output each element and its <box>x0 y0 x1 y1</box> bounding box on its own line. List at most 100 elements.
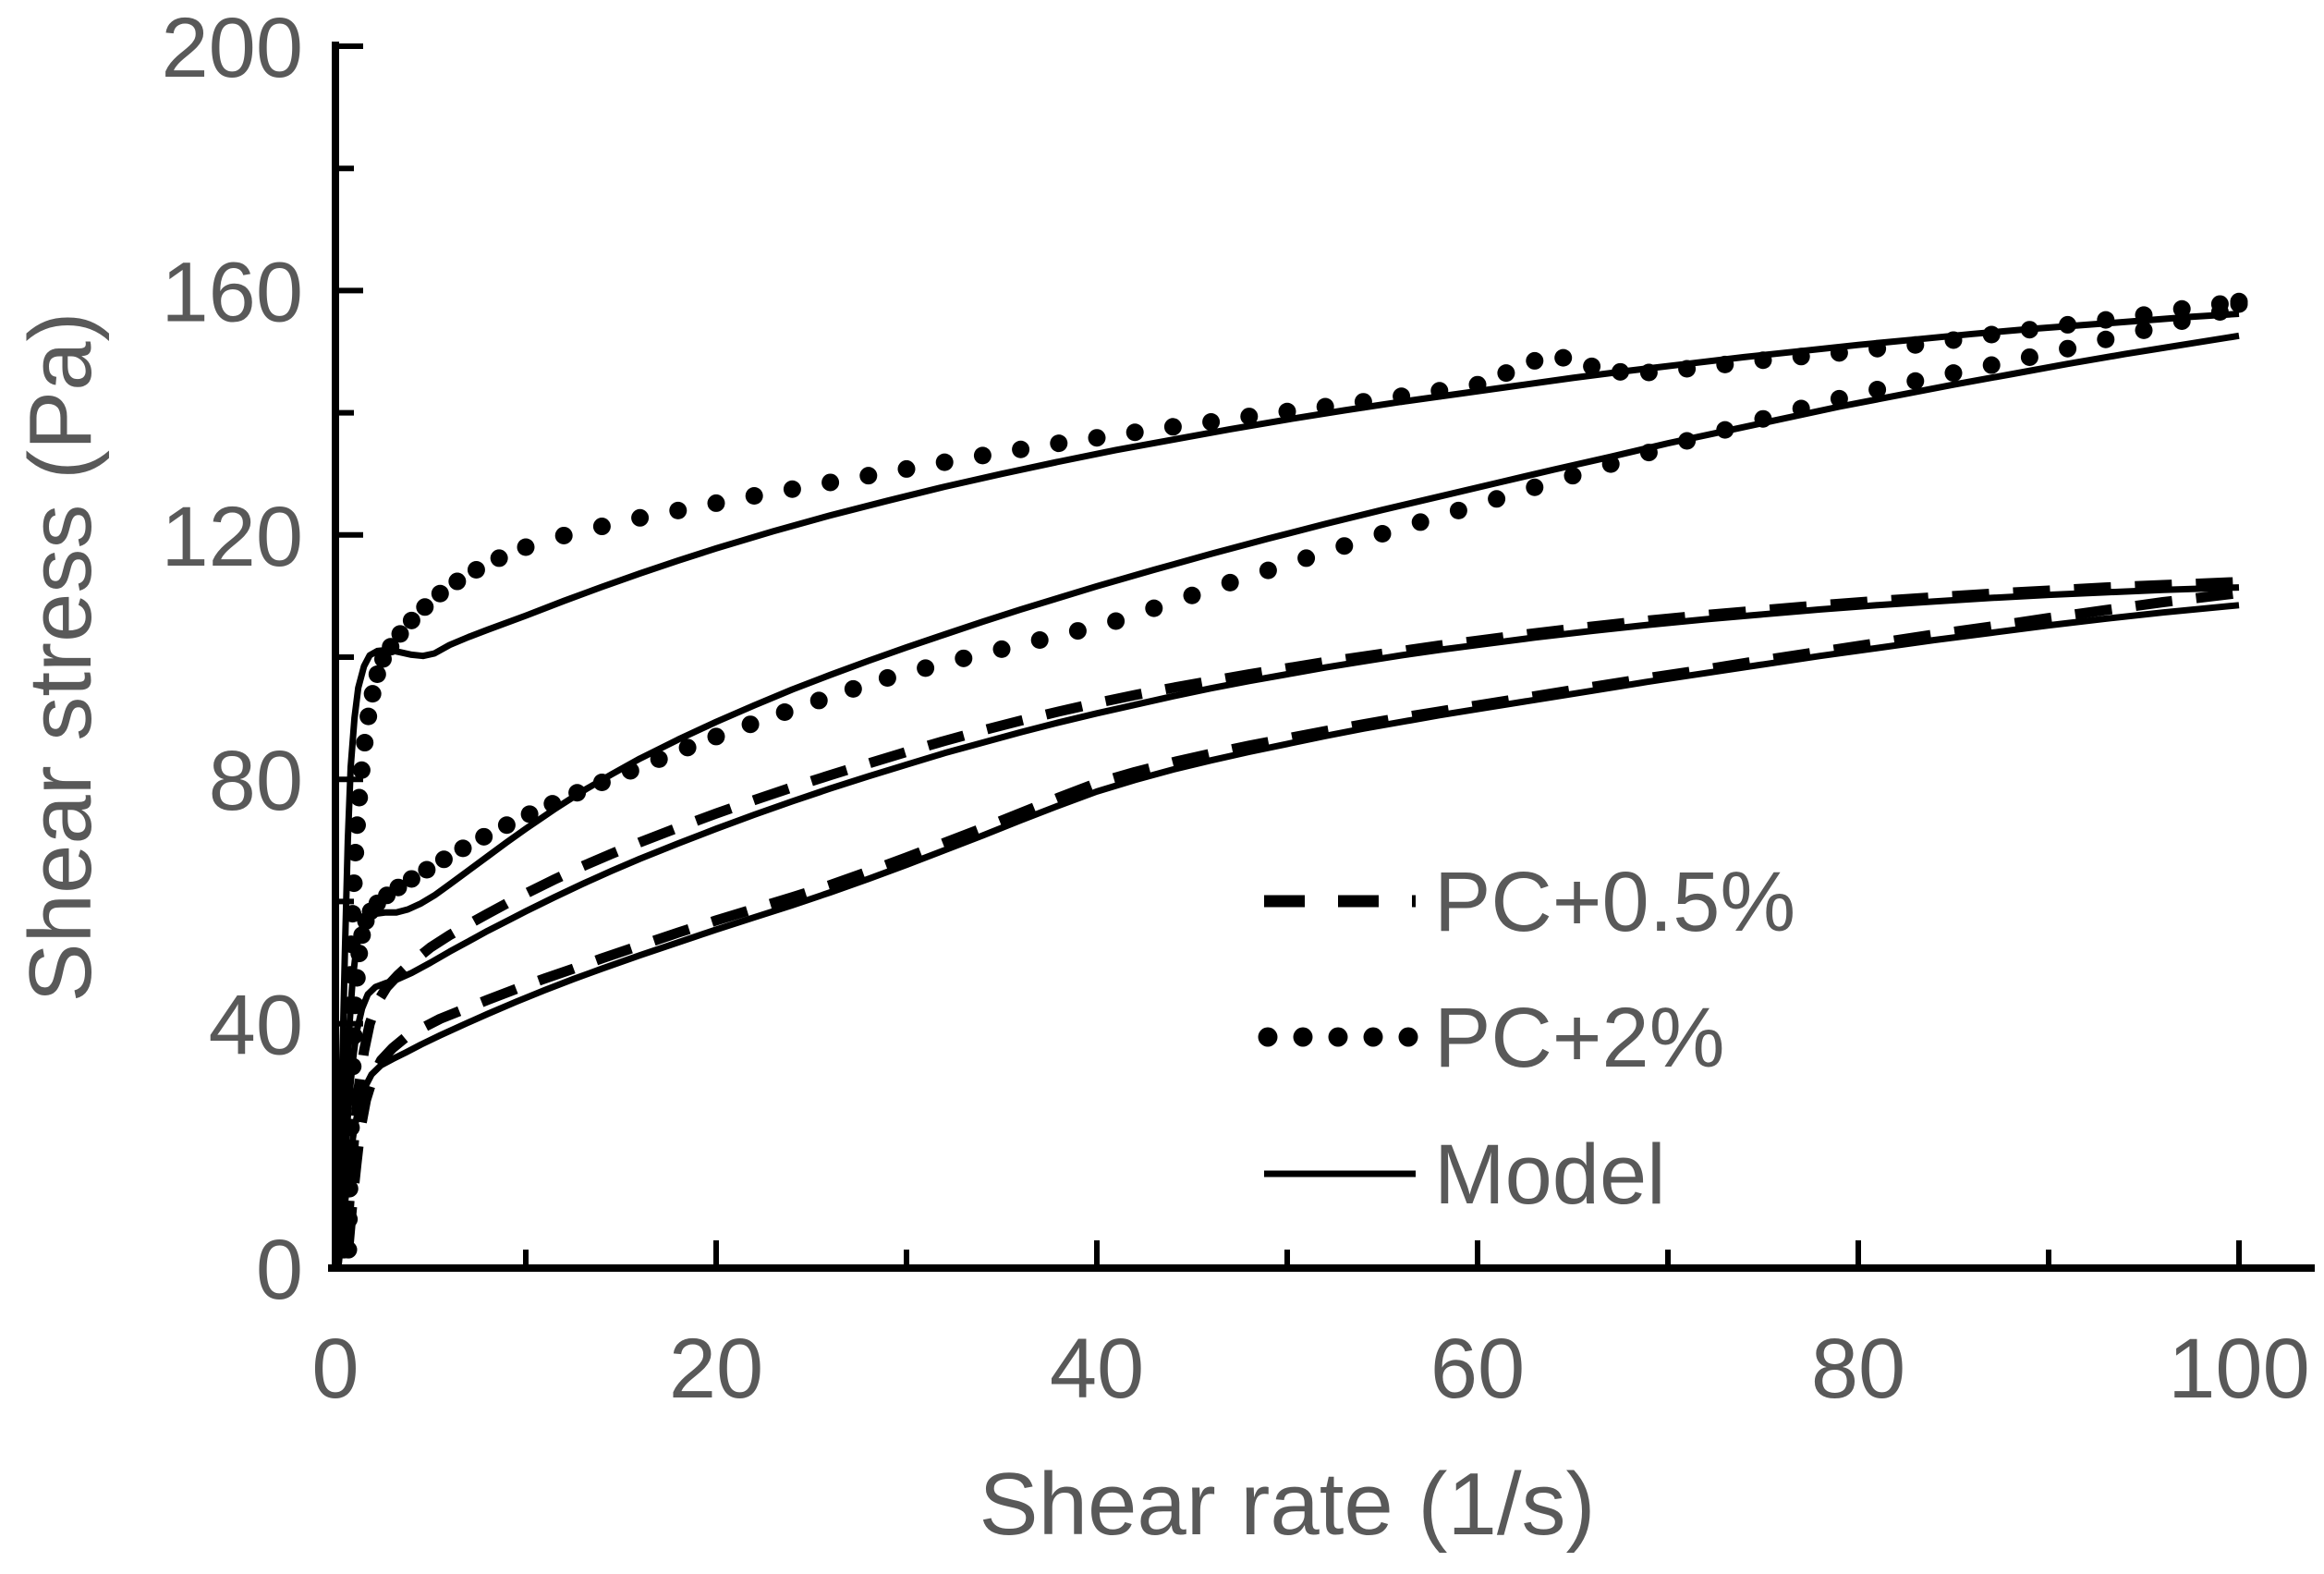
data-point <box>1088 429 1106 447</box>
data-point <box>955 649 973 667</box>
data-point <box>497 816 516 835</box>
data-point <box>1944 331 1963 349</box>
data-point <box>416 598 434 616</box>
data-point <box>448 572 467 591</box>
legend-label: Model <box>1434 1128 1666 1222</box>
data-point <box>347 844 365 862</box>
data-point <box>1564 467 1582 485</box>
data-point <box>2059 315 2077 334</box>
data-point <box>1982 325 2001 344</box>
data-point <box>2135 306 2153 324</box>
data-point <box>368 665 386 684</box>
data-point <box>543 795 562 813</box>
data-point <box>1716 421 1734 439</box>
data-point <box>1183 586 1201 604</box>
legend-label: PC+2% <box>1434 991 1725 1085</box>
data-point <box>1526 351 1544 370</box>
legend-dotted-sample <box>1328 1027 1348 1047</box>
data-point <box>402 870 420 888</box>
series-path <box>333 311 2240 1269</box>
data-point <box>517 538 535 556</box>
data-point <box>1240 408 1259 426</box>
data-point <box>568 784 587 802</box>
data-point <box>1944 364 1963 383</box>
data-point <box>382 638 400 656</box>
legend-dotted-sample <box>1398 1027 1418 1047</box>
data-point <box>1316 397 1334 416</box>
data-point <box>475 827 493 846</box>
tick-labels: 0 20 40 60 80 100 0 40 80 120 160 200 <box>162 1 2310 1416</box>
x-tick-label: 20 <box>669 1322 763 1416</box>
data-point <box>1792 348 1810 366</box>
data-point <box>1830 344 1848 362</box>
data-point <box>1868 380 1887 398</box>
y-tick-label: 120 <box>162 490 304 584</box>
x-axis-title: Shear rate (1/s) <box>979 1455 1596 1554</box>
series-path <box>343 588 2240 1245</box>
data-point <box>345 874 363 893</box>
data-point <box>650 750 668 768</box>
data-point <box>2097 330 2115 348</box>
data-point <box>346 996 364 1015</box>
y-tick-label: 200 <box>162 1 304 95</box>
data-point <box>434 850 453 869</box>
data-point <box>1393 387 1411 406</box>
data-point <box>707 727 725 746</box>
data-point <box>669 501 687 519</box>
axes <box>328 42 2315 1272</box>
data-point <box>1012 440 1030 458</box>
y-axis-title: Shear stress (Pa) <box>11 312 110 1003</box>
data-point <box>917 659 935 677</box>
x-tick-label: 40 <box>1050 1322 1144 1416</box>
data-point <box>431 584 449 603</box>
data-point <box>1202 413 1221 432</box>
data-point <box>1221 573 1239 592</box>
series-model-pc2-ramp1 <box>333 311 2240 1269</box>
legend-dotted-sample <box>1363 1027 1383 1047</box>
data-point <box>342 1118 360 1137</box>
data-point <box>631 508 650 527</box>
data-point <box>783 480 801 498</box>
data-point <box>1297 549 1316 567</box>
data-point <box>1754 409 1772 428</box>
data-point <box>1754 351 1772 370</box>
data-point <box>992 640 1011 658</box>
series-model-pc05-ramp2 <box>335 602 2240 1269</box>
data-point <box>592 774 611 792</box>
data-point <box>1716 355 1734 373</box>
data-point <box>2020 348 2038 366</box>
data-point <box>1050 434 1068 453</box>
data-point <box>1982 356 2001 374</box>
legend-dotted-sample <box>1258 1027 1278 1047</box>
data-point <box>897 459 916 478</box>
data-point <box>1449 501 1467 519</box>
data-point <box>1906 336 1925 354</box>
data-point <box>2230 295 2248 313</box>
data-point <box>1259 561 1277 580</box>
data-point <box>1497 364 1515 383</box>
data-point <box>1163 418 1182 436</box>
data-point <box>707 494 725 512</box>
data-point <box>359 707 378 726</box>
y-tick-label: 0 <box>256 1223 303 1317</box>
series-model-pc2-ramp2 <box>334 332 2240 1269</box>
series-pc05-ramp1 <box>341 577 2240 1238</box>
legend-item-pc-2-: PC+2% <box>1258 991 1725 1085</box>
data-point <box>363 685 382 703</box>
y-tick-label: 40 <box>209 979 303 1073</box>
data-point <box>2210 303 2229 322</box>
data-point <box>340 1179 359 1198</box>
data-point <box>389 878 408 897</box>
data-point <box>745 486 763 505</box>
x-tick-label: 60 <box>1430 1322 1525 1416</box>
series-pc05-ramp2 <box>343 588 2240 1245</box>
series-path <box>334 584 2240 1269</box>
data-point <box>339 1240 358 1259</box>
data-point <box>859 467 878 485</box>
data-point <box>2172 311 2191 330</box>
data-point <box>490 549 508 567</box>
data-point <box>1612 362 1629 381</box>
data-point <box>356 734 374 752</box>
data-point <box>467 560 485 579</box>
data-point <box>1526 478 1544 496</box>
